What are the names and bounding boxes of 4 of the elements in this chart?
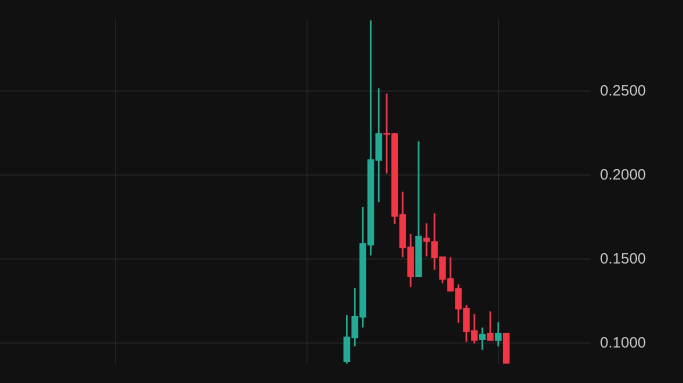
y-tick-label: 0.2500 [600, 82, 646, 100]
y-tick-label: 0.1500 [600, 250, 646, 268]
y-tick-label: 0.2000 [600, 166, 646, 184]
y-tick-label: 0.1000 [600, 334, 646, 352]
